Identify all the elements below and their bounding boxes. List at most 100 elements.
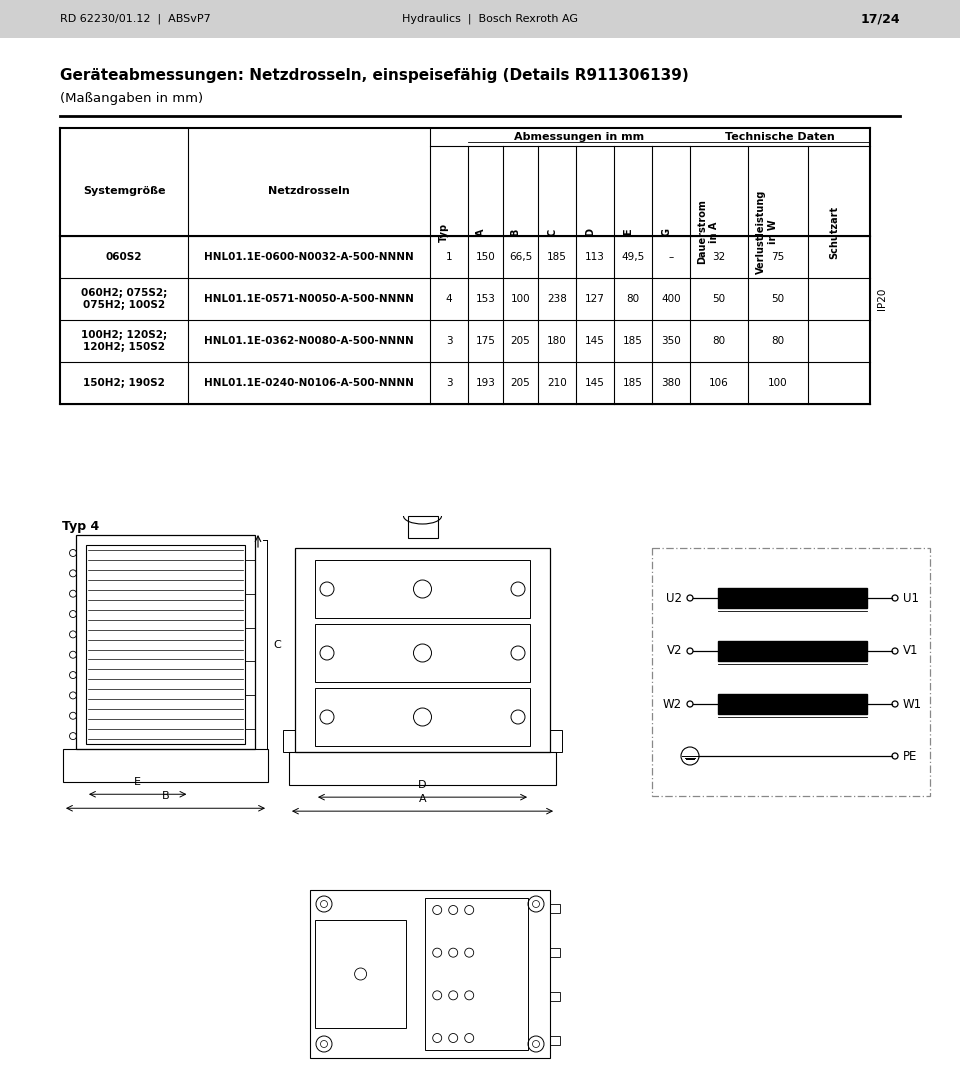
Text: A: A bbox=[475, 228, 486, 235]
Text: Dauerstrom
in A: Dauerstrom in A bbox=[697, 199, 719, 265]
Text: (Maßangaben in mm): (Maßangaben in mm) bbox=[60, 92, 204, 105]
Text: Abmessungen in mm: Abmessungen in mm bbox=[514, 132, 644, 142]
Text: HNL01.1E-0362-N0080-A-500-NNNN: HNL01.1E-0362-N0080-A-500-NNNN bbox=[204, 336, 414, 346]
Text: HNL01.1E-0240-N0106-A-500-NNNN: HNL01.1E-0240-N0106-A-500-NNNN bbox=[204, 378, 414, 388]
Text: W2: W2 bbox=[662, 698, 682, 711]
Text: 3: 3 bbox=[445, 336, 452, 346]
Text: 400: 400 bbox=[661, 294, 681, 304]
Text: 145: 145 bbox=[585, 336, 605, 346]
Text: 80: 80 bbox=[712, 336, 726, 346]
Bar bbox=[315, 560, 530, 618]
Text: V2: V2 bbox=[666, 644, 682, 657]
Text: E: E bbox=[623, 229, 633, 235]
Text: Typ: Typ bbox=[439, 222, 449, 242]
Text: Schutzart: Schutzart bbox=[829, 205, 839, 258]
Text: 205: 205 bbox=[511, 378, 530, 388]
Text: 185: 185 bbox=[623, 336, 643, 346]
Bar bbox=[550, 730, 562, 752]
Bar bbox=[63, 749, 268, 783]
Bar bbox=[407, 516, 438, 538]
Bar bbox=[283, 730, 295, 752]
Bar bbox=[0, 0, 960, 38]
Text: Typ 4: Typ 4 bbox=[62, 520, 99, 533]
Text: –: – bbox=[668, 252, 674, 262]
Text: 193: 193 bbox=[475, 378, 495, 388]
Text: 150H2; 190S2: 150H2; 190S2 bbox=[84, 378, 165, 388]
Text: HNL01.1E-0600-N0032-A-500-NNNN: HNL01.1E-0600-N0032-A-500-NNNN bbox=[204, 252, 414, 262]
Text: 50: 50 bbox=[772, 294, 784, 304]
Text: 238: 238 bbox=[547, 294, 567, 304]
Text: B: B bbox=[161, 791, 169, 801]
Text: 185: 185 bbox=[547, 252, 567, 262]
Text: 175: 175 bbox=[475, 336, 495, 346]
Bar bbox=[310, 891, 550, 1058]
Text: C: C bbox=[547, 229, 557, 235]
Text: 350: 350 bbox=[661, 336, 681, 346]
Bar bbox=[718, 588, 867, 608]
Text: D: D bbox=[419, 780, 427, 790]
Text: C: C bbox=[273, 640, 280, 650]
Text: 80: 80 bbox=[627, 294, 639, 304]
Text: PE: PE bbox=[903, 750, 918, 763]
Text: 100H2; 120S2;
120H2; 150S2: 100H2; 120S2; 120H2; 150S2 bbox=[81, 330, 167, 352]
Text: 4: 4 bbox=[445, 294, 452, 304]
Text: 17/24: 17/24 bbox=[860, 12, 900, 25]
Text: A: A bbox=[419, 795, 426, 804]
Text: IP20: IP20 bbox=[877, 288, 887, 311]
Text: 66,5: 66,5 bbox=[509, 252, 532, 262]
Text: 060S2: 060S2 bbox=[106, 252, 142, 262]
Text: 380: 380 bbox=[661, 378, 681, 388]
Text: Geräteabmessungen: Netzdrosseln, einspeisefähig (Details R911306139): Geräteabmessungen: Netzdrosseln, einspei… bbox=[60, 68, 688, 83]
Bar bbox=[289, 752, 556, 785]
Text: U2: U2 bbox=[666, 592, 682, 605]
Text: 185: 185 bbox=[623, 378, 643, 388]
Text: W1: W1 bbox=[903, 698, 923, 711]
Bar bbox=[550, 904, 560, 913]
Text: Hydraulics  |  Bosch Rexroth AG: Hydraulics | Bosch Rexroth AG bbox=[402, 14, 578, 24]
Text: Systemgröße: Systemgröße bbox=[83, 186, 165, 196]
Text: 3: 3 bbox=[445, 378, 452, 388]
Text: B: B bbox=[511, 228, 520, 235]
Bar bbox=[86, 545, 245, 744]
Text: G: G bbox=[661, 228, 671, 237]
Text: Verlustleistung
in W: Verlustleistung in W bbox=[756, 190, 778, 275]
Bar bbox=[76, 535, 255, 749]
Bar bbox=[295, 548, 550, 752]
Text: Technische Daten: Technische Daten bbox=[725, 132, 835, 142]
Text: 150: 150 bbox=[475, 252, 495, 262]
Bar bbox=[550, 948, 560, 957]
Text: 113: 113 bbox=[585, 252, 605, 262]
Text: RD 62230/01.12  |  ABSvP7: RD 62230/01.12 | ABSvP7 bbox=[60, 14, 211, 24]
Text: E: E bbox=[134, 777, 141, 787]
Bar bbox=[652, 548, 930, 796]
Bar bbox=[718, 641, 867, 661]
Bar bbox=[718, 694, 867, 714]
Text: 75: 75 bbox=[772, 252, 784, 262]
Text: 127: 127 bbox=[585, 294, 605, 304]
Text: 32: 32 bbox=[712, 252, 726, 262]
Bar bbox=[315, 920, 406, 1028]
Text: D: D bbox=[585, 228, 595, 237]
Bar bbox=[425, 898, 528, 1050]
Bar bbox=[550, 992, 560, 1001]
Text: U1: U1 bbox=[903, 592, 919, 605]
Bar bbox=[550, 1036, 560, 1045]
Text: 80: 80 bbox=[772, 336, 784, 346]
Text: 100: 100 bbox=[511, 294, 530, 304]
Text: 106: 106 bbox=[709, 378, 729, 388]
Text: 180: 180 bbox=[547, 336, 566, 346]
Text: V1: V1 bbox=[903, 644, 919, 657]
Text: 210: 210 bbox=[547, 378, 566, 388]
Text: 1: 1 bbox=[445, 252, 452, 262]
Text: 50: 50 bbox=[712, 294, 726, 304]
Text: 205: 205 bbox=[511, 336, 530, 346]
Text: 145: 145 bbox=[585, 378, 605, 388]
Text: 100: 100 bbox=[768, 378, 788, 388]
Text: 060H2; 075S2;
075H2; 100S2: 060H2; 075S2; 075H2; 100S2 bbox=[81, 288, 167, 310]
Text: Netzdrosseln: Netzdrosseln bbox=[268, 186, 349, 196]
Text: 49,5: 49,5 bbox=[621, 252, 644, 262]
Text: HNL01.1E-0571-N0050-A-500-NNNN: HNL01.1E-0571-N0050-A-500-NNNN bbox=[204, 294, 414, 304]
Bar bbox=[315, 688, 530, 746]
Text: 153: 153 bbox=[475, 294, 495, 304]
Bar bbox=[315, 623, 530, 682]
